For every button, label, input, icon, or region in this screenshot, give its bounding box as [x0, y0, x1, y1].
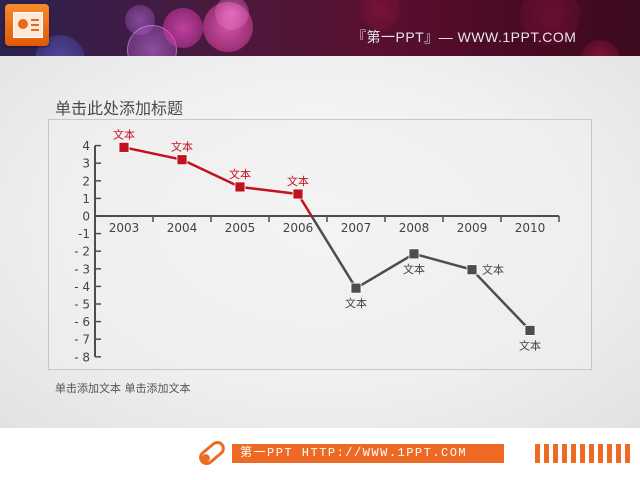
- y-tick-label: -1: [78, 227, 90, 241]
- x-axis: 2003 2004 2005 2006 2007 2008 2009 2010: [94, 215, 560, 235]
- x-tick-label: 2009: [457, 221, 488, 235]
- y-tick-label: - 8: [74, 350, 90, 364]
- data-point-label[interactable]: 文本: [229, 167, 251, 181]
- x-tick-label: 2004: [167, 221, 198, 235]
- data-point-label[interactable]: 文本: [519, 338, 541, 352]
- data-point-label[interactable]: 文本: [287, 174, 309, 188]
- slide-title[interactable]: 单击此处添加标题: [55, 99, 184, 118]
- data-point-marker[interactable]: [350, 282, 362, 294]
- x-tick-label: 2006: [283, 221, 314, 235]
- footer-stripes: [535, 444, 630, 463]
- y-tick-label: 0: [82, 210, 90, 224]
- powerpoint-icon: [5, 4, 49, 46]
- data-point-marker[interactable]: [118, 141, 130, 153]
- data-point-marker[interactable]: [176, 154, 188, 166]
- data-point-marker[interactable]: [524, 324, 536, 336]
- data-point-label[interactable]: 文本: [482, 263, 504, 277]
- pencil-icon: [199, 441, 225, 465]
- y-tick-label: - 3: [74, 262, 90, 276]
- y-tick-label: 4: [82, 139, 90, 153]
- y-axis: 4 3 2 1 0 -1 - 2 - 3 - 4 - 5 - 6 - 7 - 8: [74, 139, 101, 364]
- x-tick-label: 2005: [225, 221, 256, 235]
- x-tick-label: 2008: [399, 221, 430, 235]
- data-point-marker[interactable]: [466, 264, 478, 276]
- x-tick-label: 2007: [341, 221, 372, 235]
- y-tick-label: - 5: [74, 298, 90, 312]
- data-point-label[interactable]: 文本: [113, 127, 135, 141]
- data-point-label[interactable]: 文本: [171, 140, 193, 154]
- y-tick-label: - 6: [74, 315, 90, 329]
- decor-bubble: [580, 40, 620, 56]
- y-tick-label: - 7: [74, 333, 90, 347]
- x-tick-label: 2010: [515, 221, 546, 235]
- data-point-label[interactable]: 文本: [345, 296, 367, 310]
- data-point-marker[interactable]: [234, 181, 246, 193]
- data-points: [118, 141, 536, 336]
- y-tick-label: - 4: [74, 280, 90, 294]
- y-tick-label: 1: [82, 192, 90, 206]
- data-lines: [123, 146, 531, 332]
- footer-site-bar: 第一PPT HTTP://WWW.1PPT.COM: [232, 444, 504, 463]
- banner-site-text: 『第一PPT』— WWW.1PPT.COM: [352, 29, 577, 45]
- data-point-marker[interactable]: [408, 248, 420, 260]
- caption-text[interactable]: 单击添加文本 单击添加文本: [55, 382, 191, 395]
- chart-frame: [48, 119, 592, 370]
- y-tick-label: 2: [82, 174, 90, 188]
- y-tick-label: - 2: [74, 245, 90, 259]
- header-banner: 『第一PPT』— WWW.1PPT.COM: [0, 0, 640, 56]
- x-tick-label: 2003: [109, 221, 140, 235]
- decor-bubble: [215, 0, 249, 30]
- data-point-label[interactable]: 文本: [403, 262, 425, 276]
- decor-bubble: [163, 8, 203, 48]
- data-point-marker[interactable]: [292, 188, 304, 200]
- y-tick-label: 3: [82, 157, 90, 171]
